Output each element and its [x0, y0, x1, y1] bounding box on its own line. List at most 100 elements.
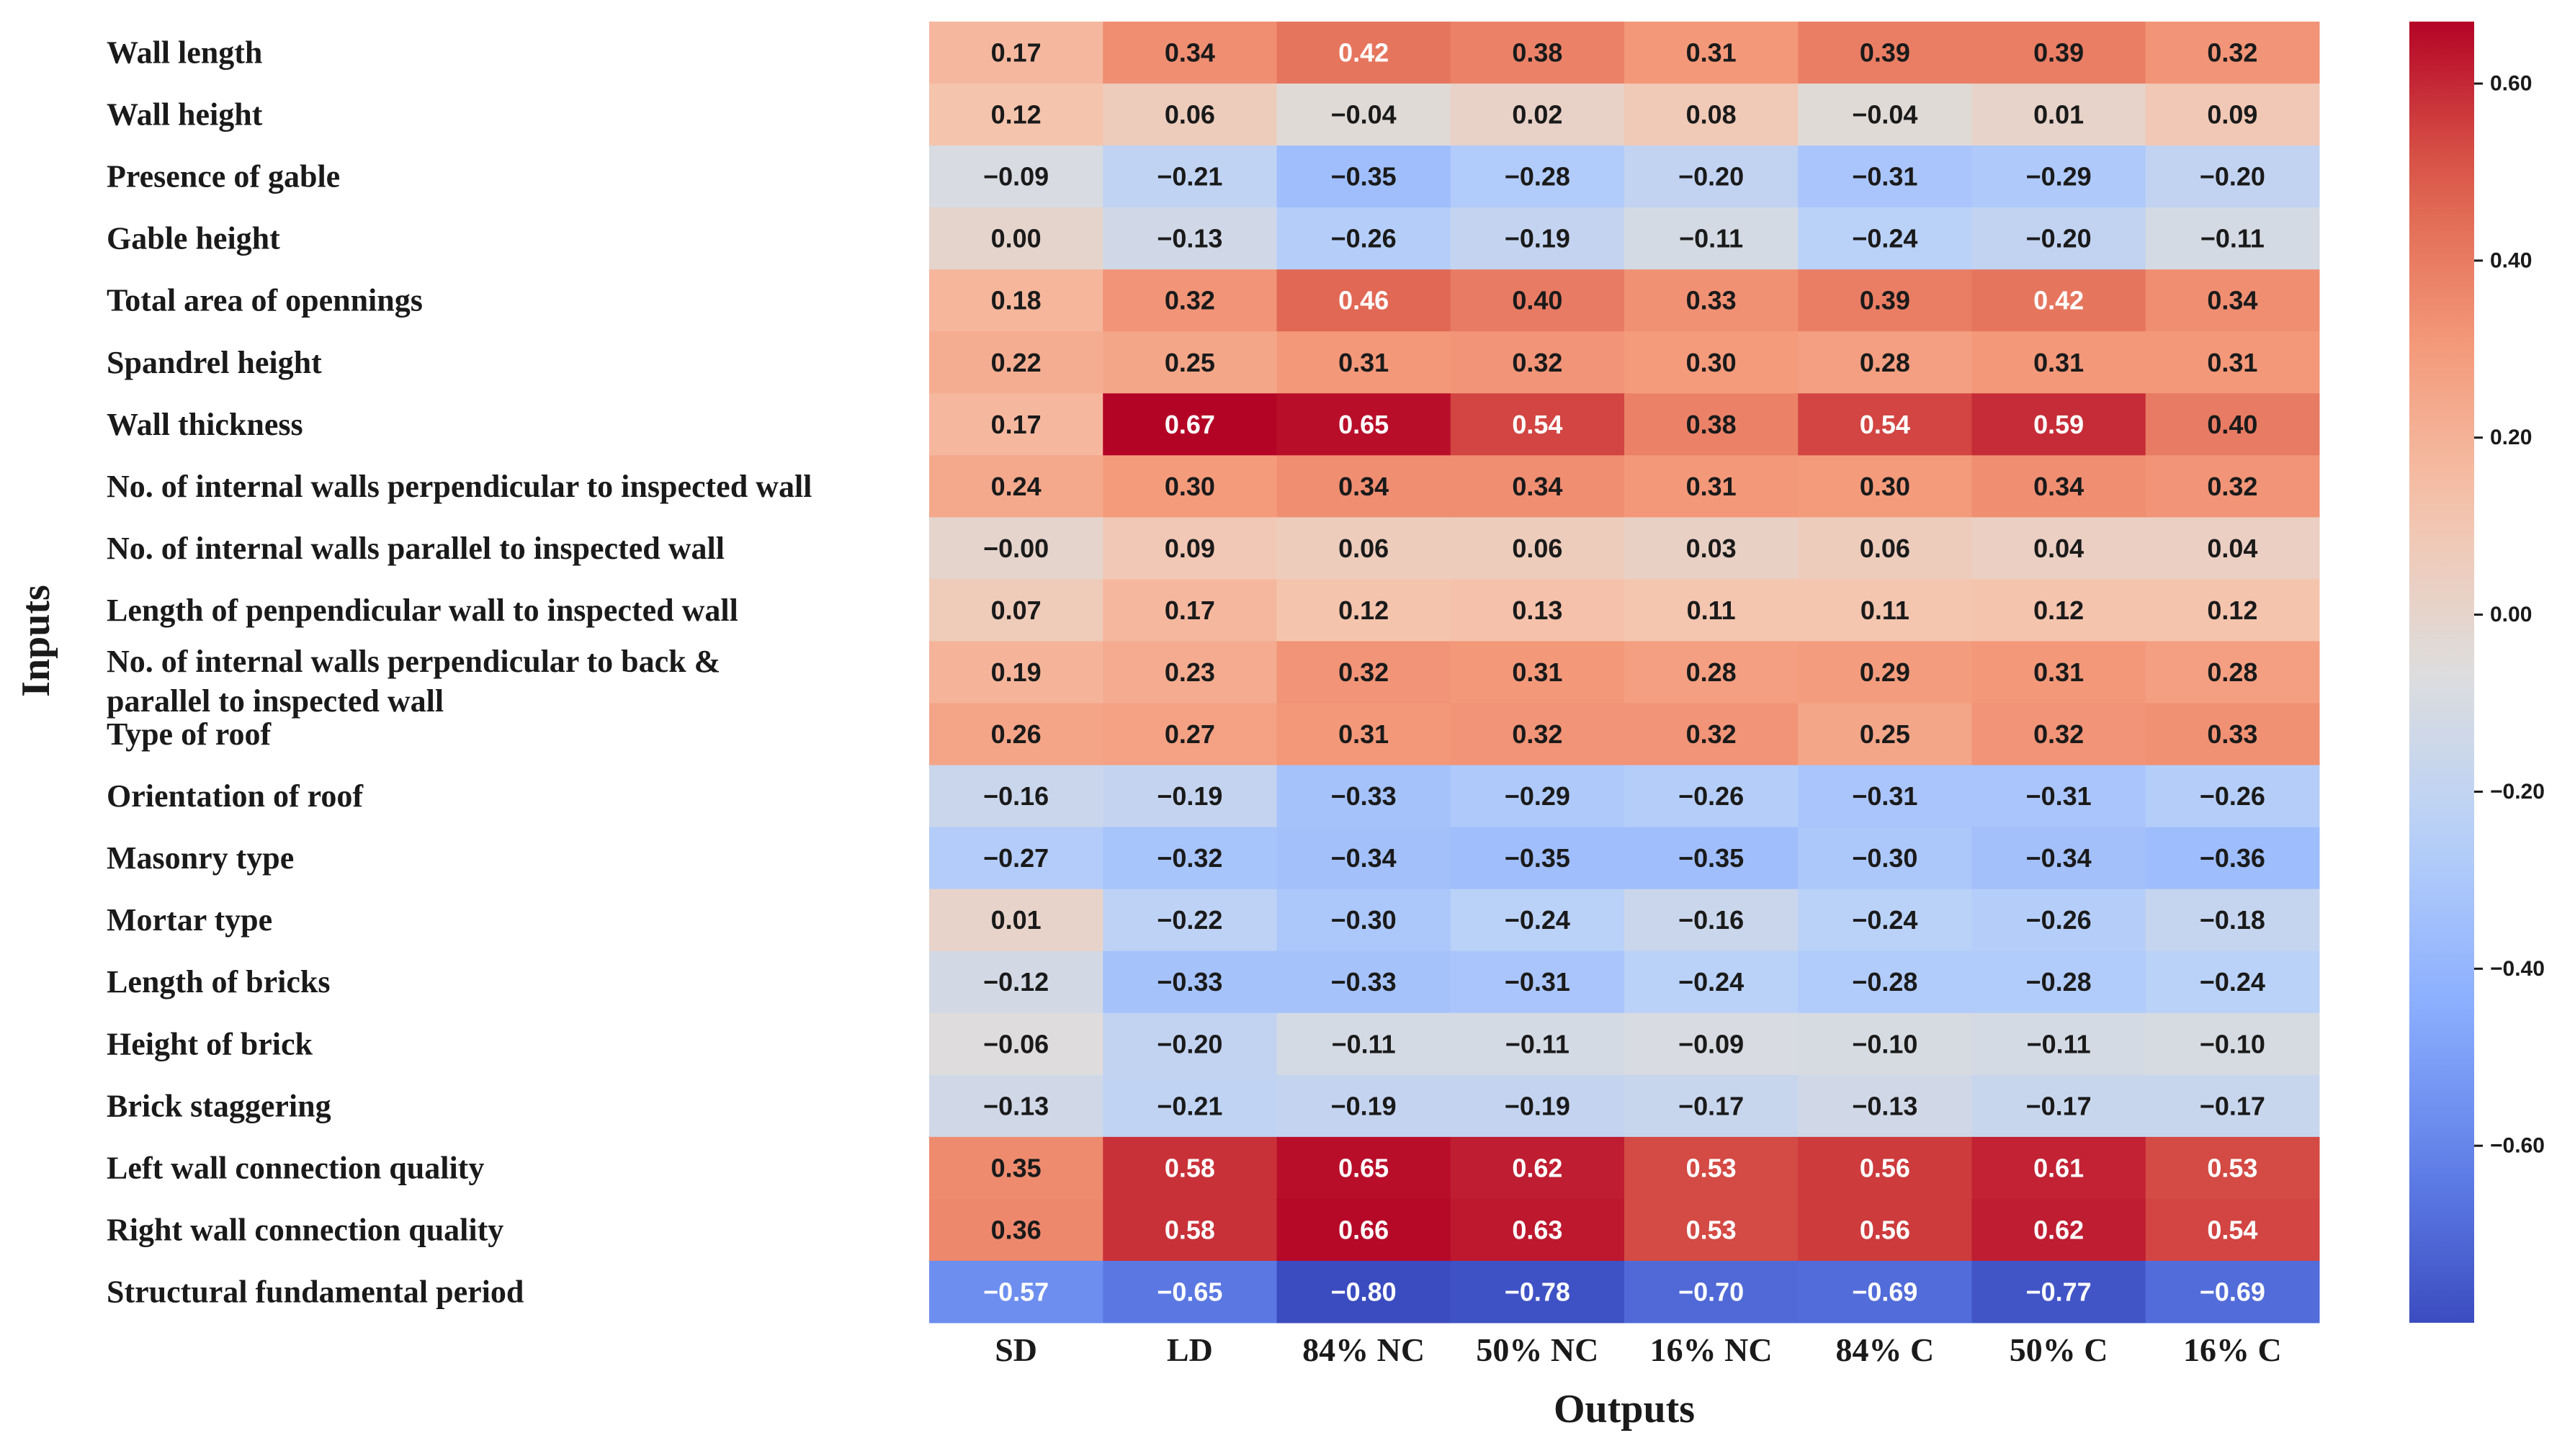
row-label: Gable height	[107, 221, 280, 256]
heatmap-cell	[929, 579, 1103, 642]
heatmap-cell	[1450, 951, 1625, 1014]
cell-value-label: 0.40	[2207, 410, 2257, 439]
cell-value-label: −0.22	[1157, 905, 1222, 935]
cell-value-label: 0.22	[991, 348, 1042, 377]
heatmap-cell	[929, 393, 1103, 456]
cell-value-label: −0.19	[1157, 781, 1222, 811]
cell-value-label: −0.10	[1852, 1029, 1917, 1059]
row-label: Presence of gable	[107, 159, 340, 194]
cell-value-label: −0.32	[1157, 843, 1222, 873]
cell-value-label: −0.11	[2027, 1029, 2091, 1059]
cell-value-label: −0.26	[2200, 781, 2265, 811]
cell-value-label: −0.70	[1678, 1277, 1744, 1306]
heatmap-cell	[1624, 579, 1799, 642]
heatmap-cell	[1798, 1260, 1972, 1324]
row-label: Masonry type	[107, 840, 294, 876]
cell-value-label: 0.17	[1165, 596, 1215, 625]
heatmap-cell	[1971, 517, 2146, 580]
cell-value-label: −0.24	[1505, 905, 1570, 935]
cell-value-label: 0.31	[1338, 719, 1389, 749]
heatmap-cell	[1103, 517, 1277, 580]
heatmap-cell	[1450, 765, 1625, 828]
cell-value-label: 0.32	[1165, 286, 1215, 315]
heatmap-cell	[1798, 22, 1972, 84]
heatmap-cell	[1798, 145, 1972, 208]
cell-value-label: −0.77	[2026, 1277, 2092, 1306]
column-label: 16% NC	[1650, 1331, 1773, 1368]
cell-value-label: −0.09	[983, 162, 1049, 192]
cell-value-label: −0.24	[1852, 224, 1917, 253]
cell-value-label: 0.32	[1512, 719, 1562, 749]
cell-value-label: 0.17	[991, 410, 1042, 439]
heatmap-cell	[2145, 889, 2320, 952]
heatmap-cell	[1103, 1012, 1277, 1076]
heatmap-cell	[1103, 827, 1277, 890]
cell-value-label: 0.09	[2207, 100, 2257, 130]
heatmap-cell	[1450, 1260, 1625, 1324]
cell-value-label: 0.34	[2033, 472, 2084, 501]
cell-value-label: −0.12	[983, 967, 1049, 997]
heatmap-cell	[1798, 1012, 1972, 1076]
heatmap-cell	[1624, 1136, 1799, 1200]
cell-value-label: 0.25	[1860, 719, 1910, 749]
heatmap-cell	[1276, 951, 1451, 1014]
cell-value-label: 0.36	[991, 1215, 1042, 1244]
heatmap-cell	[1103, 765, 1277, 828]
heatmap-cell	[1971, 1198, 2146, 1262]
heatmap-cells: 0.17 0.34 0.42 0.38 0.31 0.39 0.39 0.32 0.12 0.06…	[929, 22, 2320, 1324]
heatmap-cell	[1624, 269, 1799, 332]
heatmap-cell	[1450, 703, 1625, 766]
heatmap-cell	[1798, 1198, 1972, 1262]
cell-value-label: −0.27	[983, 843, 1049, 873]
cell-value-label: 0.11	[1860, 596, 1909, 625]
cell-value-label: −0.11	[1332, 1029, 1396, 1059]
heatmap-cell	[1276, 517, 1451, 580]
cell-value-label: −0.28	[1852, 967, 1917, 997]
heatmap-cell	[1103, 331, 1277, 394]
heatmap-cell	[1450, 393, 1625, 456]
cell-value-label: 0.32	[2207, 472, 2257, 501]
cell-value-label: 0.30	[1165, 472, 1215, 501]
cell-value-label: −0.31	[1852, 781, 1917, 811]
heatmap-cell	[929, 145, 1103, 208]
heatmap-cell	[1276, 455, 1451, 518]
heatmap-cell	[929, 765, 1103, 828]
cell-value-label: 0.58	[1165, 1153, 1215, 1182]
heatmap-cell	[1103, 207, 1277, 270]
cell-value-label: −0.69	[2200, 1277, 2265, 1306]
cell-value-label: −0.11	[1679, 224, 1743, 253]
heatmap-cell	[2145, 22, 2320, 84]
heatmap-cell	[1276, 145, 1451, 208]
row-label: Total area of opennings	[107, 283, 423, 318]
heatmap-cell	[1276, 207, 1451, 270]
heatmap-cell	[1276, 765, 1451, 828]
heatmap-cell	[1624, 145, 1799, 208]
row-label: No. of internal walls parallel to inspec…	[107, 531, 725, 566]
heatmap-cell	[1798, 951, 1972, 1014]
cell-value-label: −0.30	[1852, 843, 1917, 873]
cell-value-label: −0.16	[1678, 905, 1744, 935]
row-label: Structural fundamental period	[107, 1274, 524, 1309]
cell-value-label: 0.09	[1165, 534, 1215, 563]
heatmap-cell	[1971, 331, 2146, 394]
heatmap-cell	[2145, 269, 2320, 332]
heatmap-cell	[1798, 269, 1972, 332]
cell-value-label: −0.31	[1852, 162, 1917, 192]
heatmap-cell	[1798, 331, 1972, 394]
column-label: LD	[1167, 1331, 1213, 1368]
heatmap-cell	[1624, 1198, 1799, 1262]
heatmap-cell	[1971, 1074, 2146, 1138]
row-label: Length of bricks	[107, 964, 330, 999]
cell-value-label: −0.78	[1505, 1277, 1570, 1306]
heatmap-cell	[1971, 827, 2146, 890]
heatmap-cell	[929, 1198, 1103, 1262]
cell-value-label: 0.34	[1512, 472, 1562, 501]
heatmap-cell	[2145, 1198, 2320, 1262]
heatmap-cell	[1971, 22, 2146, 84]
heatmap-cell	[1450, 517, 1625, 580]
cell-value-label: 0.53	[2207, 1153, 2257, 1182]
row-labels: Wall length Wall height Presence of gable G…	[107, 35, 812, 1310]
cell-value-label: −0.29	[1505, 781, 1570, 811]
cell-value-label: 0.65	[1338, 410, 1389, 439]
cell-value-label: 0.59	[2033, 410, 2084, 439]
